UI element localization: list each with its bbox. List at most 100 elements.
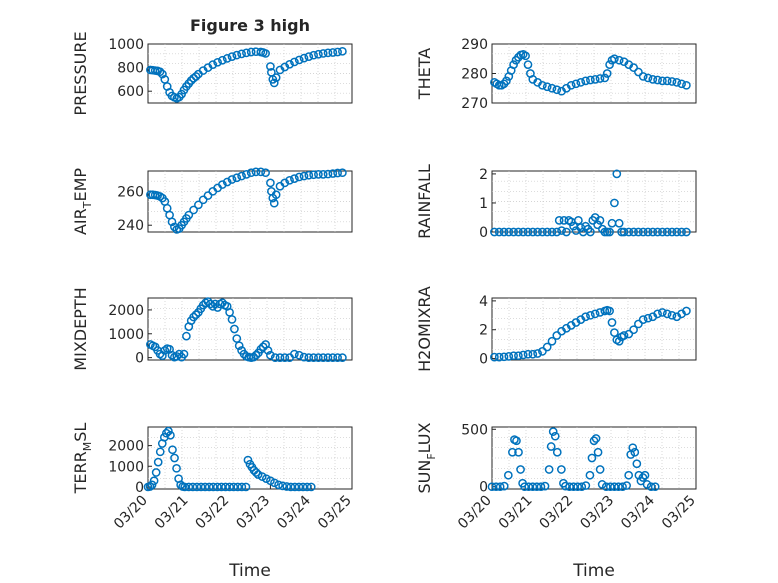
- data-point: [546, 442, 556, 451]
- x-tick-label: 03/25: [315, 493, 355, 533]
- data-point: [677, 79, 686, 89]
- data-point: [155, 67, 165, 77]
- data-point: [630, 447, 640, 457]
- subplot-4: 2 1 0 RAINFALL: [415, 164, 697, 241]
- data-point: [290, 57, 299, 67]
- data-point: [176, 480, 185, 490]
- data-point: [538, 227, 547, 237]
- subplot-3: 260 240 AIRTEMP: [71, 167, 353, 235]
- subplot-6: 4 2 0 H2OMIXRA: [415, 286, 697, 372]
- data-point: [285, 175, 294, 185]
- data-point: [574, 216, 583, 225]
- data-point: [542, 227, 552, 237]
- data-point: [624, 329, 634, 339]
- data-point: [600, 73, 610, 83]
- data-point: [619, 227, 629, 237]
- data-point: [586, 227, 595, 237]
- data-point: [640, 470, 650, 480]
- data-point: [523, 349, 533, 359]
- data-point: [318, 170, 328, 179]
- data-point: [585, 470, 595, 480]
- data-point: [607, 318, 617, 327]
- data-point: [299, 53, 309, 63]
- x-tick-label: 03/22: [537, 493, 577, 533]
- data-point: [314, 170, 323, 179]
- data-point: [232, 50, 242, 60]
- data-point: [581, 481, 591, 490]
- y-tick-label: 1000: [108, 37, 144, 53]
- data-point: [536, 482, 546, 492]
- data-point: [648, 227, 658, 237]
- data-point: [576, 78, 586, 87]
- x-tick-label: 03/23: [577, 493, 617, 533]
- data-point: [653, 75, 662, 85]
- data-point: [184, 482, 194, 492]
- data-point: [198, 195, 208, 205]
- data-point: [229, 482, 239, 492]
- data-point: [544, 465, 554, 474]
- data-point: [605, 227, 614, 237]
- data-point: [271, 190, 281, 200]
- data-point: [569, 482, 578, 492]
- data-point: [251, 350, 261, 360]
- data-point: [294, 482, 304, 492]
- data-point: [269, 198, 279, 208]
- data-point: [502, 76, 511, 86]
- data-point: [266, 476, 275, 486]
- data-point: [270, 478, 279, 488]
- data-point: [309, 353, 318, 362]
- data-point: [170, 453, 179, 463]
- data-point: [149, 476, 159, 486]
- data-point: [634, 227, 643, 237]
- data-point: [538, 346, 547, 356]
- data-point: [528, 349, 538, 359]
- data-point: [218, 55, 227, 65]
- data-point: [333, 47, 342, 57]
- data-point: [160, 346, 170, 355]
- data-point: [286, 482, 296, 492]
- data-point: [179, 349, 189, 359]
- data-point: [662, 76, 672, 86]
- data-point: [242, 170, 251, 179]
- subplot-2: 290 280 270 THETA: [415, 37, 697, 112]
- data-point: [605, 60, 614, 70]
- data-point: [562, 227, 571, 237]
- data-point: [246, 47, 256, 57]
- data-point: [275, 353, 285, 362]
- y-tick-label: 240: [117, 218, 144, 234]
- y-axis-label: PRESSURE: [71, 31, 90, 115]
- data-point: [261, 49, 270, 58]
- data-point: [595, 74, 605, 83]
- data-point: [200, 482, 210, 492]
- data-point: [528, 227, 538, 237]
- data-point: [487, 482, 497, 492]
- data-point: [528, 482, 538, 492]
- data-point: [643, 227, 653, 237]
- data-point: [587, 453, 597, 463]
- data-point: [227, 315, 237, 324]
- data-point: [230, 324, 239, 334]
- data-point: [253, 470, 263, 479]
- y-axis-label: AIRTEMP: [71, 168, 94, 235]
- data-point: [189, 312, 198, 322]
- data-point: [227, 52, 237, 61]
- subplot-8: 500 003/20 03/21 03/22 03/23 03/24 03/25 Time SU…: [415, 422, 699, 581]
- data-point: [495, 482, 505, 492]
- data-point: [667, 77, 677, 86]
- data-point: [540, 481, 550, 491]
- data-point: [251, 167, 261, 177]
- data-point: [164, 426, 173, 436]
- data-point: [538, 80, 547, 90]
- y-axis-label: H2OMIXRA: [415, 286, 434, 372]
- data-point: [304, 170, 314, 180]
- y-tick-label: 0: [135, 351, 144, 367]
- data-point: [593, 447, 603, 457]
- y-tick-label: 500: [461, 422, 488, 438]
- data-point: [155, 447, 165, 457]
- data-point: [314, 353, 323, 362]
- data-point: [180, 482, 190, 492]
- data-point: [151, 468, 161, 477]
- data-point: [225, 482, 234, 492]
